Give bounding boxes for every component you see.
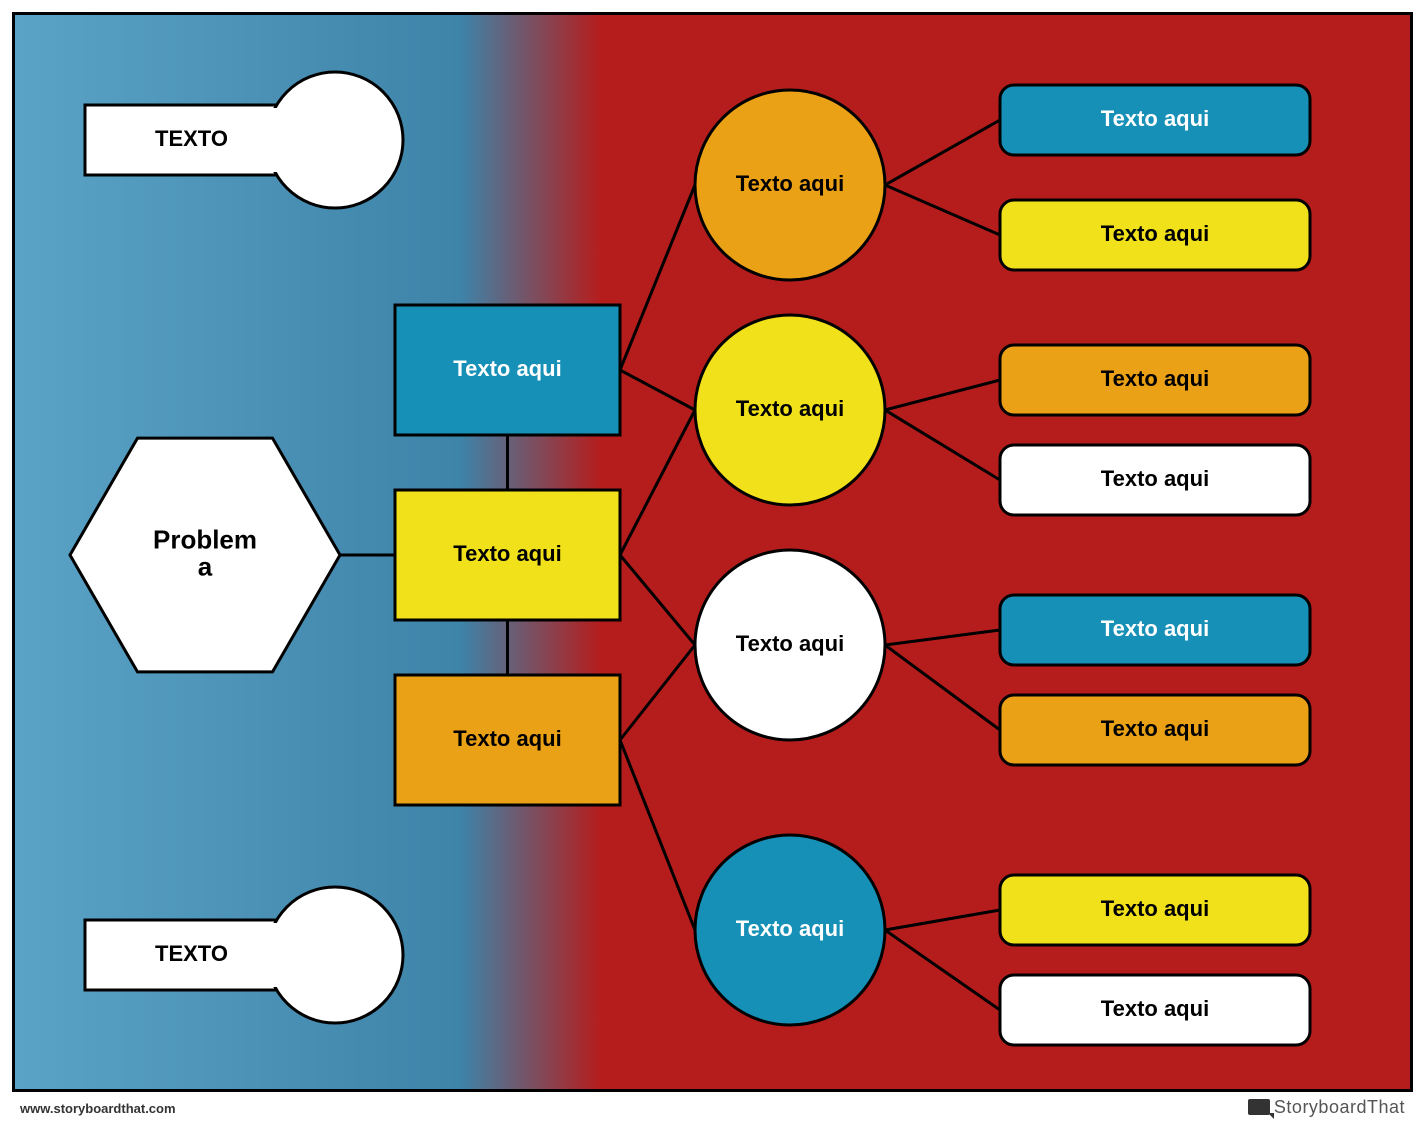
- svg-text:Texto aqui: Texto aqui: [1101, 466, 1209, 491]
- brand-text: StoryboardThat: [1274, 1097, 1405, 1117]
- svg-text:Texto aqui: Texto aqui: [1101, 616, 1209, 641]
- diagram-frame: TEXTOTEXTOProblemaTexto aquiTexto aquiTe…: [0, 0, 1425, 1132]
- svg-text:Texto aqui: Texto aqui: [736, 396, 844, 421]
- tag-label: TEXTO: [155, 941, 228, 966]
- tag-label: TEXTO: [155, 126, 228, 151]
- brand-logo-icon: [1248, 1099, 1270, 1115]
- svg-text:Texto aqui: Texto aqui: [736, 916, 844, 941]
- svg-text:Texto aqui: Texto aqui: [1101, 996, 1209, 1021]
- svg-text:Texto aqui: Texto aqui: [1101, 106, 1209, 131]
- svg-text:Texto aqui: Texto aqui: [736, 171, 844, 196]
- svg-text:Texto aqui: Texto aqui: [453, 356, 561, 381]
- svg-text:Texto aqui: Texto aqui: [453, 726, 561, 751]
- svg-text:Texto aqui: Texto aqui: [1101, 366, 1209, 391]
- svg-text:Texto aqui: Texto aqui: [1101, 716, 1209, 741]
- footer-url: www.storyboardthat.com: [20, 1101, 176, 1116]
- svg-text:Texto aqui: Texto aqui: [736, 631, 844, 656]
- svg-text:Texto aqui: Texto aqui: [453, 541, 561, 566]
- footer: www.storyboardthat.com StoryboardThat: [12, 1095, 1413, 1125]
- diagram-canvas: TEXTOTEXTOProblemaTexto aquiTexto aquiTe…: [12, 12, 1413, 1092]
- svg-text:Texto aqui: Texto aqui: [1101, 896, 1209, 921]
- diagram-svg: TEXTOTEXTOProblemaTexto aquiTexto aquiTe…: [15, 15, 1410, 1089]
- svg-text:Texto aqui: Texto aqui: [1101, 221, 1209, 246]
- footer-brand: StoryboardThat: [1248, 1097, 1405, 1118]
